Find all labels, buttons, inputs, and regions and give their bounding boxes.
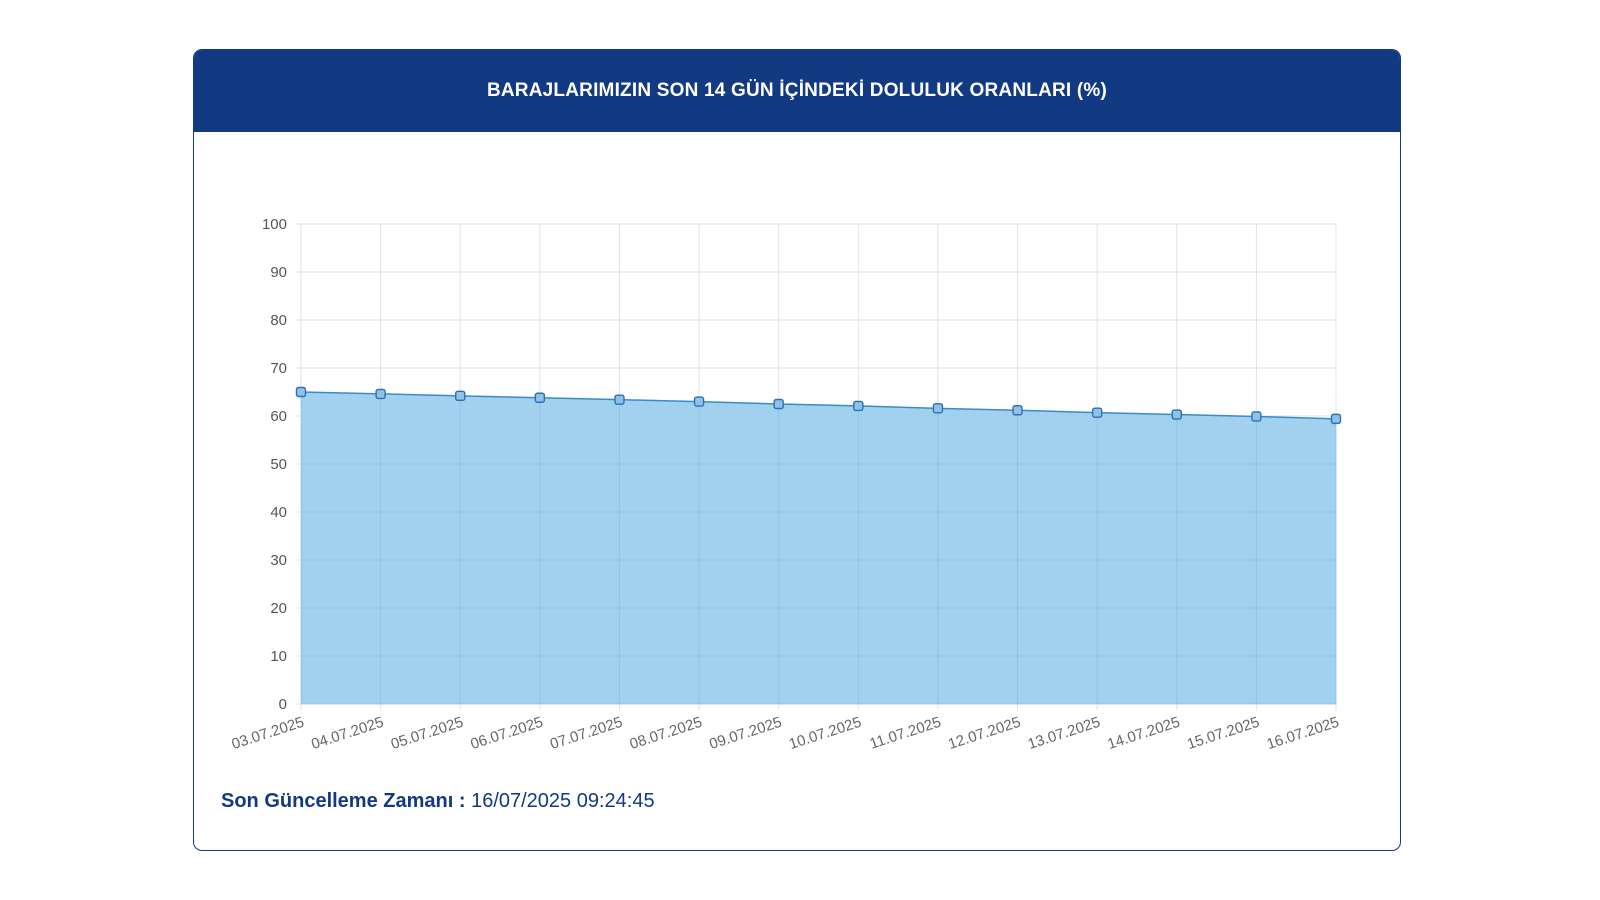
x-tick-label-5: 08.07.2025 [628, 714, 705, 753]
line-layer [300, 391, 1337, 705]
y-tick-label-5: 50 [270, 456, 287, 473]
data-point-7 [853, 400, 864, 412]
last-update-label: Son Güncelleme Zamanı : [221, 790, 466, 812]
x-tick-label-4: 07.07.2025 [548, 714, 625, 753]
point-layer [295, 386, 1342, 425]
data-point-0 [295, 386, 307, 398]
y-tick-label-6: 60 [270, 408, 287, 425]
series-area [301, 392, 1336, 704]
y-tick-label-7: 70 [270, 360, 287, 377]
last-update-value: 16/07/2025 09:24:45 [471, 790, 655, 812]
y-tick-label-8: 80 [270, 312, 287, 329]
x-tick-label-2: 05.07.2025 [389, 714, 466, 753]
data-point-6 [773, 398, 784, 410]
y-tick-label-3: 30 [270, 552, 287, 569]
y-tick-label-10: 100 [262, 216, 287, 233]
area-layer [301, 392, 1336, 704]
x-axis-ticks: 03.07.2025 04.07.2025 05.07.2025 06.07.2025… [230, 714, 1342, 753]
x-tick-label-11: 14.07.2025 [1105, 714, 1182, 753]
y-tick-label-4: 40 [270, 504, 287, 521]
data-point-5 [693, 396, 705, 407]
card-header: BARAJLARIMIZIN SON 14 GÜN İÇİNDEKİ DOLUL… [194, 50, 1400, 132]
series-line [300, 391, 1337, 420]
data-point-3 [534, 392, 546, 403]
data-point-9 [1012, 405, 1023, 416]
y-tick-label-1: 10 [270, 648, 287, 665]
dam-occupancy-card: BARAJLARIMIZIN SON 14 GÜN İÇİNDEKİ DOLUL… [193, 49, 1401, 851]
chart-area: 0 10 20 30 40 50 60 70 80 90 100 03.07.2025 04.07.2… [194, 132, 1400, 772]
occupancy-chart: 0 10 20 30 40 50 60 70 80 90 100 03.07.2025 04.07.2… [230, 216, 1342, 753]
data-point-13 [1330, 413, 1342, 425]
y-axis-ticks: 0 10 20 30 40 50 60 70 80 90 100 [262, 216, 287, 713]
last-update: Son Güncelleme Zamanı : 16/07/2025 09:24… [221, 790, 655, 813]
x-tick-label-9: 12.07.2025 [946, 714, 1023, 753]
data-point-4 [614, 394, 625, 405]
x-tick-label-0: 03.07.2025 [230, 714, 307, 753]
y-tick-label-2: 20 [270, 600, 287, 617]
y-tick-label-0: 0 [279, 696, 287, 713]
y-tick-label-9: 90 [270, 264, 287, 281]
data-point-8 [932, 403, 944, 414]
x-tick-label-12: 15.07.2025 [1185, 714, 1262, 753]
x-tick-label-8: 11.07.2025 [868, 714, 944, 753]
data-point-11 [1171, 409, 1182, 420]
x-tick-label-6: 09.07.2025 [707, 714, 784, 753]
data-point-1 [375, 388, 386, 400]
x-tick-label-13: 16.07.2025 [1265, 714, 1342, 753]
data-point-10 [1091, 407, 1103, 418]
x-tick-label-10: 13.07.2025 [1026, 714, 1103, 753]
x-tick-label-1: 04.07.2025 [309, 714, 386, 753]
data-point-2 [455, 390, 466, 402]
x-tick-label-3: 06.07.2025 [468, 714, 545, 753]
card-title: BARAJLARIMIZIN SON 14 GÜN İÇİNDEKİ DOLUL… [486, 80, 1108, 101]
x-tick-label-7: 10.07.2025 [787, 714, 864, 753]
data-point-12 [1251, 411, 1262, 422]
